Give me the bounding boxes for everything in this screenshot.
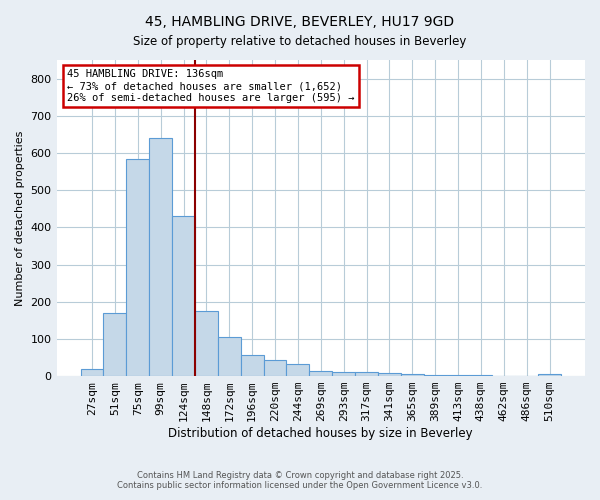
Bar bbox=[378, 374, 401, 376]
Bar bbox=[332, 372, 355, 376]
Bar bbox=[149, 138, 172, 376]
Bar bbox=[127, 158, 149, 376]
Bar bbox=[401, 374, 424, 376]
Bar bbox=[355, 372, 378, 376]
Bar bbox=[80, 368, 103, 376]
Bar bbox=[286, 364, 310, 376]
Bar bbox=[172, 216, 195, 376]
Bar bbox=[241, 355, 263, 376]
Bar bbox=[424, 374, 446, 376]
Text: 45 HAMBLING DRIVE: 136sqm
← 73% of detached houses are smaller (1,652)
26% of se: 45 HAMBLING DRIVE: 136sqm ← 73% of detac… bbox=[67, 70, 355, 102]
Text: 45, HAMBLING DRIVE, BEVERLEY, HU17 9GD: 45, HAMBLING DRIVE, BEVERLEY, HU17 9GD bbox=[145, 15, 455, 29]
Bar bbox=[218, 337, 241, 376]
X-axis label: Distribution of detached houses by size in Beverley: Distribution of detached houses by size … bbox=[169, 427, 473, 440]
Bar bbox=[263, 360, 286, 376]
Bar bbox=[103, 313, 127, 376]
Bar bbox=[538, 374, 561, 376]
Bar bbox=[310, 370, 332, 376]
Text: Contains HM Land Registry data © Crown copyright and database right 2025.
Contai: Contains HM Land Registry data © Crown c… bbox=[118, 470, 482, 490]
Y-axis label: Number of detached properties: Number of detached properties bbox=[15, 130, 25, 306]
Text: Size of property relative to detached houses in Beverley: Size of property relative to detached ho… bbox=[133, 35, 467, 48]
Bar bbox=[195, 311, 218, 376]
Bar bbox=[446, 375, 469, 376]
